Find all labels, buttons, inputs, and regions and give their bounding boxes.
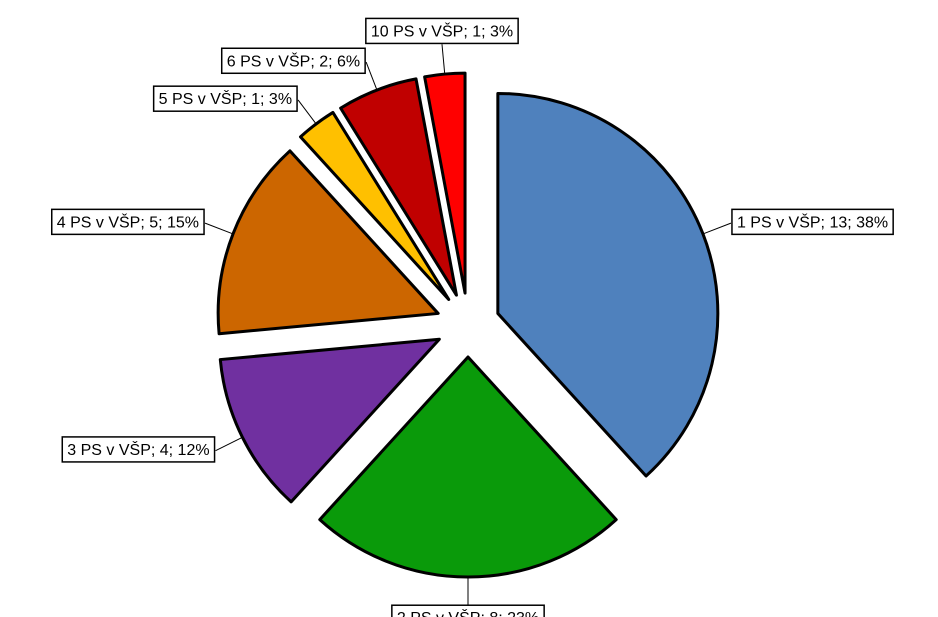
label-box [220, 47, 366, 75]
leader-line [365, 61, 378, 91]
data-label: 1 PS v VŠP; 13; 38% [737, 212, 888, 231]
label-box [152, 85, 298, 112]
label-box [391, 604, 545, 617]
data-label: 6 PS v VŠP; 2; 6% [227, 51, 360, 70]
data-label: 3 PS v VŠP; 4; 12% [67, 440, 209, 459]
pie-slice [339, 77, 458, 297]
pie-slice [318, 355, 618, 579]
pie-slice [216, 149, 440, 336]
leader-line [215, 436, 243, 452]
data-label: 4 PS v VŠP; 5; 15% [57, 212, 199, 231]
pie-slice [496, 91, 720, 478]
data-label: 2 PS v VŠP; 8; 23% [397, 608, 539, 617]
label-box [731, 208, 894, 236]
pie-slice [423, 71, 467, 295]
label-box [50, 208, 205, 236]
data-label: 10 PS v VŠP; 1; 3% [371, 21, 513, 40]
leader-line [297, 99, 317, 125]
label-box [61, 436, 216, 463]
leader-line [441, 44, 446, 75]
label-box [365, 17, 519, 45]
leader-line [702, 222, 732, 235]
data-label: 5 PS v VŠP; 1; 3% [159, 89, 292, 108]
leader-line [204, 222, 234, 235]
pie-slice [299, 110, 451, 301]
